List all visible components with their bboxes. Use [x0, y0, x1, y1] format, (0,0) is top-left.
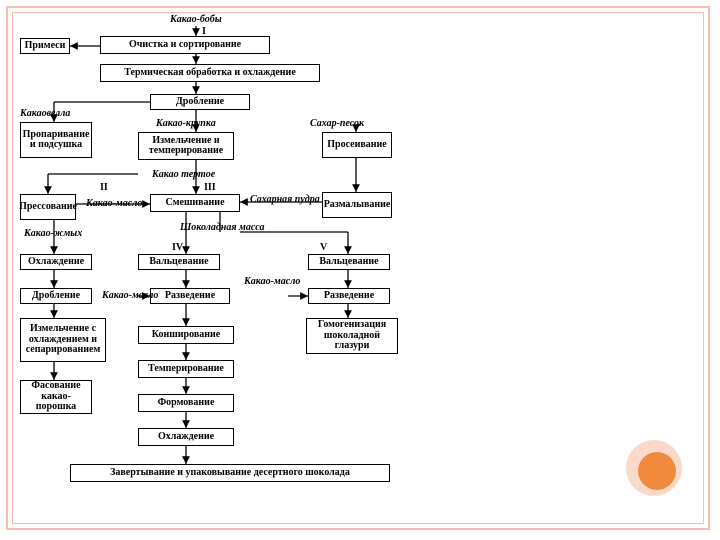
- node-n_propar: Пропаривание и подсушка: [20, 122, 92, 158]
- node-n_primesi: Примеси: [20, 38, 70, 54]
- roman-r3: III: [204, 182, 216, 193]
- node-n_izmelch2: Измельчение с охлаждением и сепарировани…: [20, 318, 106, 362]
- node-n_ohlazh2: Охлаждение: [138, 428, 234, 446]
- node-n_termo: Термическая обработка и охлаждение: [100, 64, 320, 82]
- roman-r4: IV: [172, 242, 183, 253]
- node-n_razmal: Размалывание: [322, 192, 392, 218]
- node-n_droblen2: Дробление: [20, 288, 92, 304]
- node-n_zavert: Завертывание и упаковывание десертного ш…: [70, 464, 390, 482]
- roman-r5: V: [320, 242, 327, 253]
- node-n_valts1: Вальцевание: [138, 254, 220, 270]
- node-n_razved2: Разведение: [308, 288, 390, 304]
- node-n_ochistka: Очистка и сортирование: [100, 36, 270, 54]
- accent-circle-inner: [638, 452, 676, 490]
- roman-r2: II: [100, 182, 108, 193]
- flowchart: Примеси Очистка и сортирование Термическая…: [20, 14, 540, 524]
- node-n_gomogen: Гомогенизация шоколадной глазури: [306, 318, 398, 354]
- label-l_kakaotertoe: Какао тертое: [152, 169, 215, 180]
- node-n_razved1: Разведение: [150, 288, 230, 304]
- label-l_kakaoboby: Какао-бобы: [170, 14, 222, 25]
- node-n_izmelch1: Измельчение и темперирование: [138, 132, 234, 160]
- node-n_proseiv: Просеивание: [322, 132, 392, 158]
- node-n_press: Прессование: [20, 194, 76, 220]
- roman-r1: I: [202, 26, 206, 37]
- node-n_temper: Темперирование: [138, 360, 234, 378]
- node-n_konshir: Конширование: [138, 326, 234, 344]
- label-l_kakaomaslo3: Какао-масло: [244, 276, 300, 287]
- node-n_valts2: Вальцевание: [308, 254, 390, 270]
- label-l_kakaozhmyh: Какао-жмых: [24, 228, 82, 239]
- node-n_ohlazh1: Охлаждение: [20, 254, 92, 270]
- node-n_fasov: Фасование какао-порошка: [20, 380, 92, 414]
- node-n_droblen1: Дробление: [150, 94, 250, 110]
- label-l_shokmassa: Шоколадная масса: [180, 222, 264, 233]
- flowchart-edges: [20, 14, 540, 524]
- label-l_kakaomaslo2: Какао-масло: [102, 290, 158, 301]
- node-n_smesh: Смешивание: [150, 194, 240, 212]
- label-l_kakaomaslo1: Какао-масло: [86, 198, 142, 209]
- label-l_sakhpudra: Сахарная пудра: [250, 194, 320, 205]
- label-l_sakharpesok: Сахар-песок: [310, 118, 364, 129]
- label-l_kakaovella: Какаовелла: [20, 108, 70, 119]
- label-l_kakaokrupka: Какао-крупка: [156, 118, 216, 129]
- node-n_formov: Формование: [138, 394, 234, 412]
